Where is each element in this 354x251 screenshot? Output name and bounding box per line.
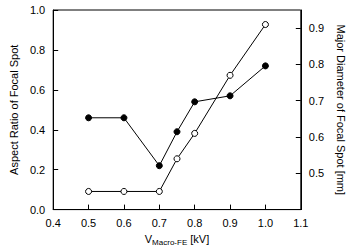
svg-text:0.6: 0.6 [116, 217, 131, 229]
svg-text:0.7: 0.7 [152, 217, 167, 229]
svg-text:0.5: 0.5 [309, 167, 324, 179]
svg-text:1.0: 1.0 [30, 4, 45, 16]
svg-text:0.9: 0.9 [309, 22, 324, 34]
svg-text:0.2: 0.2 [30, 164, 45, 176]
svg-text:0.7: 0.7 [309, 95, 324, 107]
svg-text:0.8: 0.8 [30, 44, 45, 56]
svg-text:0.4: 0.4 [30, 124, 45, 136]
svg-text:0.6: 0.6 [30, 84, 45, 96]
svg-text:0.8: 0.8 [187, 217, 202, 229]
svg-text:0.8: 0.8 [309, 58, 324, 70]
svg-text:Major Diameter of Focal Spot [: Major Diameter of Focal Spot [mm] [335, 25, 347, 196]
svg-text:0.0: 0.0 [30, 204, 45, 216]
svg-text:0.9: 0.9 [222, 217, 237, 229]
svg-text:V: V [144, 233, 153, 245]
svg-text:[kV]: [kV] [187, 233, 209, 245]
svg-text:0.4: 0.4 [46, 217, 61, 229]
svg-text:0.5: 0.5 [81, 217, 96, 229]
svg-text:Macro-FE: Macro-FE [152, 238, 187, 247]
svg-text:Aspect Ratio of Focal Spot: Aspect Ratio of Focal Spot [8, 45, 20, 175]
svg-text:0.6: 0.6 [309, 131, 324, 143]
svg-text:1.0: 1.0 [258, 217, 273, 229]
svg-text:1.1: 1.1 [293, 217, 308, 229]
